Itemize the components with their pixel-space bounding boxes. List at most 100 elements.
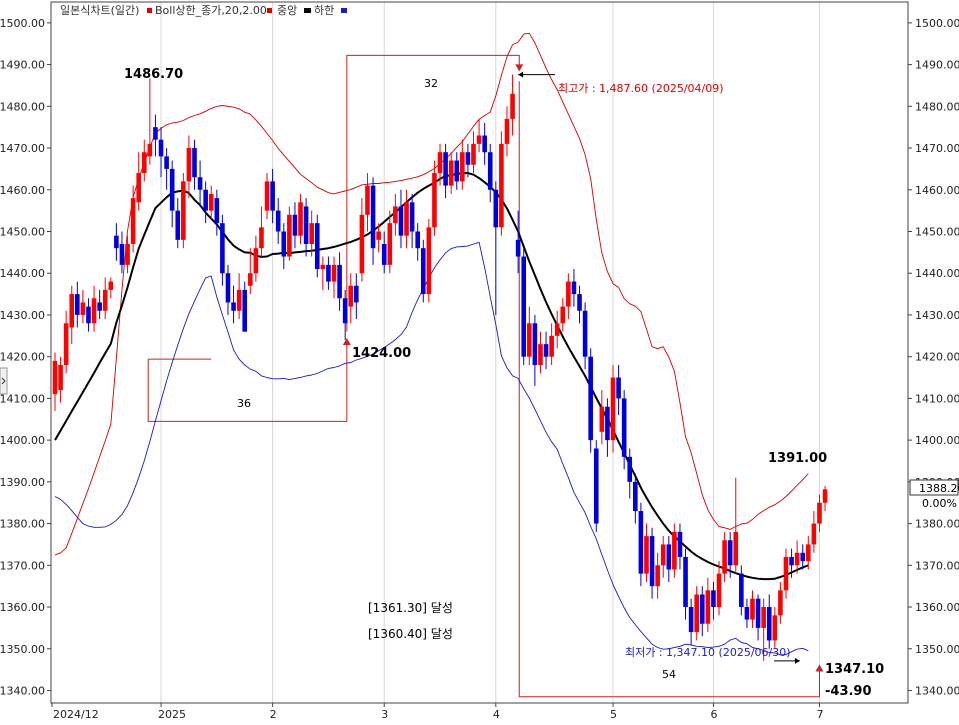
- candle-down: [727, 540, 733, 566]
- candle-up: [387, 223, 393, 265]
- candle-up: [181, 181, 186, 240]
- candle-up: [448, 160, 454, 186]
- max-note-arrowhead: [518, 71, 524, 78]
- y-tick-label-left: 1350.00: [0, 643, 45, 656]
- candle-down: [649, 536, 655, 587]
- low-arrow-marker: [342, 337, 351, 345]
- candle-up: [253, 248, 259, 274]
- candle-up: [125, 244, 130, 265]
- candle-up: [672, 531, 677, 570]
- candle-down: [119, 244, 125, 265]
- current-price: 1388.20: [919, 482, 959, 495]
- candle-up: [91, 298, 97, 324]
- candle-down: [370, 185, 376, 249]
- candle-down: [755, 598, 761, 628]
- candle-up: [722, 540, 727, 574]
- candle-down: [203, 189, 208, 211]
- candle-up: [733, 531, 739, 566]
- candle-down: [225, 273, 231, 303]
- candle-down: [588, 356, 593, 441]
- bollinger-upper-line: [54, 32, 809, 556]
- candle-up: [806, 544, 811, 562]
- y-tick-label-right: 1360.00: [915, 601, 959, 614]
- plot-frame: [50, 1, 909, 704]
- candle-up: [549, 335, 554, 357]
- candle-up: [783, 556, 789, 591]
- y-tick-label-right: 1500.00: [915, 17, 959, 30]
- y-tick-label-left: 1460.00: [0, 184, 45, 197]
- candle-up: [772, 615, 778, 641]
- candle-up: [471, 143, 476, 165]
- y-tick-label-left: 1490.00: [0, 59, 45, 72]
- candle-down: [627, 456, 633, 482]
- candle-up: [566, 281, 571, 307]
- candle-down: [97, 302, 102, 311]
- candle-down: [169, 168, 175, 211]
- candle-down: [638, 511, 644, 574]
- candle-down: [454, 160, 460, 182]
- candle-up: [510, 93, 515, 119]
- candle-up: [750, 598, 755, 620]
- high-arrow-marker: [515, 64, 524, 72]
- candle-down: [381, 244, 387, 265]
- candle-up: [287, 214, 292, 257]
- period-box3-count: 54: [662, 668, 676, 681]
- candle-up: [655, 565, 660, 587]
- candle-up: [599, 406, 605, 432]
- candle-up: [538, 344, 543, 366]
- x-tick-label: 6: [710, 708, 717, 721]
- candle-down: [231, 302, 236, 311]
- legend-middle-line: [304, 8, 311, 13]
- candle-down: [275, 210, 281, 232]
- candle-up: [108, 281, 114, 290]
- chevron-right-icon: [1, 377, 6, 385]
- candle-down: [192, 148, 197, 178]
- candle-up: [259, 227, 264, 249]
- candle-up: [822, 489, 828, 503]
- legend-title: 일본식차트(일간): [60, 3, 139, 17]
- y-tick-label-right: 1350.00: [915, 643, 959, 656]
- candle-up: [80, 302, 86, 315]
- candle-up: [376, 231, 381, 240]
- candle-down: [766, 607, 772, 641]
- candle-down: [789, 556, 794, 566]
- candle-down: [326, 264, 331, 282]
- candle-down: [582, 310, 588, 357]
- candle-up: [499, 143, 504, 228]
- candle-down: [354, 285, 359, 303]
- y-tick-label-left: 1380.00: [0, 518, 45, 531]
- y-tick-label-right: 1340.00: [915, 684, 959, 697]
- y-tick-label-right: 1480.00: [915, 100, 959, 113]
- candle-up: [141, 152, 147, 174]
- candle-down: [571, 281, 577, 295]
- panel-collapse-handle[interactable]: [0, 367, 8, 395]
- candle-up: [426, 227, 432, 295]
- x-tick-label: 2: [270, 708, 277, 721]
- y-tick-label-left: 1410.00: [0, 392, 45, 405]
- candle-down: [465, 152, 471, 165]
- period-box-1: [147, 339, 348, 422]
- y-tick-label-right: 1370.00: [915, 559, 959, 572]
- candle-down: [164, 156, 169, 169]
- change-label: -43.90: [825, 684, 872, 699]
- candle-down: [487, 152, 493, 190]
- candle-down: [281, 231, 287, 257]
- legend-middle: 중앙: [277, 4, 297, 17]
- candle-down: [699, 594, 705, 624]
- bollinger-lower-line: [54, 241, 809, 656]
- bollinger-bands: [54, 32, 809, 656]
- candle-down: [114, 235, 119, 249]
- min-price-note: 최저가 : 1,347.10 (2025/06/30): [625, 646, 791, 659]
- y-tick-label-left: 1440.00: [0, 267, 45, 280]
- y-tick-label-left: 1450.00: [0, 225, 45, 238]
- candle-down: [800, 552, 806, 562]
- candle-up: [437, 152, 443, 174]
- candle-down: [242, 289, 248, 332]
- candle-up: [320, 264, 326, 270]
- candle-down: [342, 298, 348, 324]
- candle-up: [69, 294, 75, 328]
- candle-down: [711, 590, 716, 608]
- max-price-note: 최고가 : 1,487.60 (2025/04/09): [558, 82, 724, 95]
